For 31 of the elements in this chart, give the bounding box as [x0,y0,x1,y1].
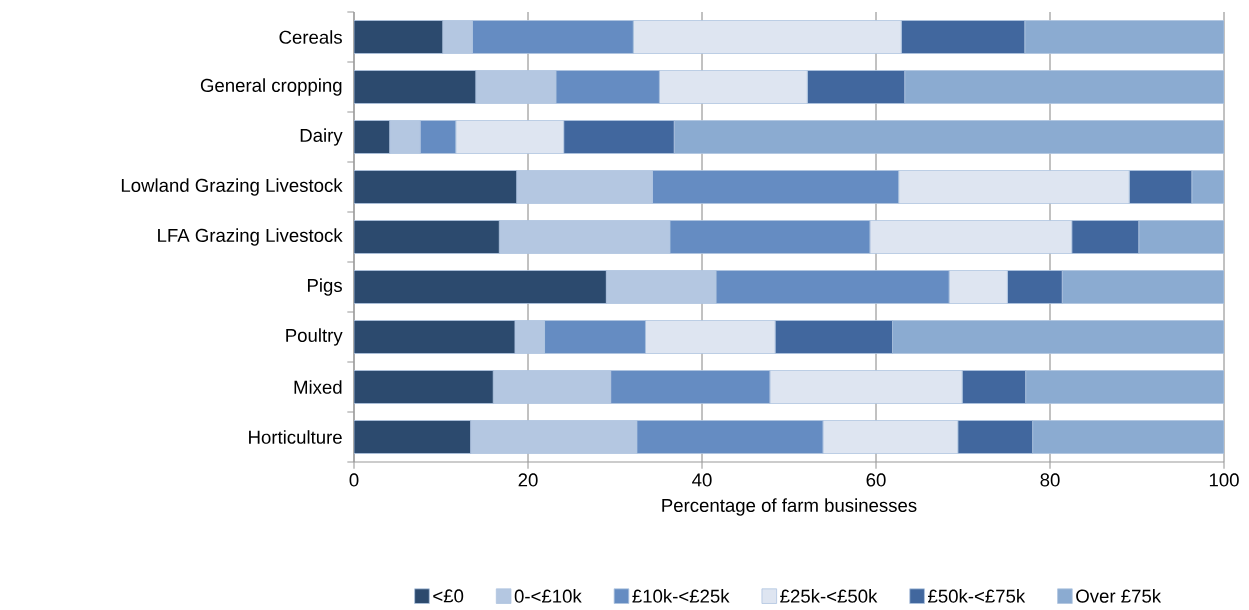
y-tick-label: Horticulture [249,430,342,444]
x-tick-label: 0 [349,473,359,487]
x-tick-label: 20 [518,473,538,487]
bar [354,20,444,54]
x-axis-title: Percentage of farm businesses [662,498,917,516]
x-tick-label: 80 [1040,473,1060,487]
bar [354,170,518,204]
y-tick-label: General cropping [200,78,342,96]
bar [354,320,516,354]
bar [354,220,500,254]
legend-label: £50k-<£75k [928,589,1026,603]
x-tick-label: 60 [866,473,886,487]
y-tick-label: Dairy [300,128,343,146]
y-tick-label: LFA Grazing Livestock [158,228,343,246]
y-tick-label: Cereals [279,30,342,44]
legend-label: Over £75k [1076,589,1162,603]
bar [354,70,477,104]
x-tick-label: 100 [1209,473,1239,487]
legend-label: £25k-<£50k [780,589,878,603]
legend-label: <£0 [433,589,464,603]
y-tick-label: Lowland Grazing Livestock [121,178,343,196]
bar [354,270,607,304]
y-tick-label: Pigs [307,278,342,296]
x-tick-label: 40 [692,473,712,487]
bar [354,420,471,454]
bar [354,120,391,154]
y-tick-label: Poultry [286,328,343,346]
legend-label: 0-<£10k [514,589,582,603]
legend-label: £10k-<£25k [632,589,730,603]
bar [354,370,494,404]
y-tick-label: Mixed [294,380,342,394]
